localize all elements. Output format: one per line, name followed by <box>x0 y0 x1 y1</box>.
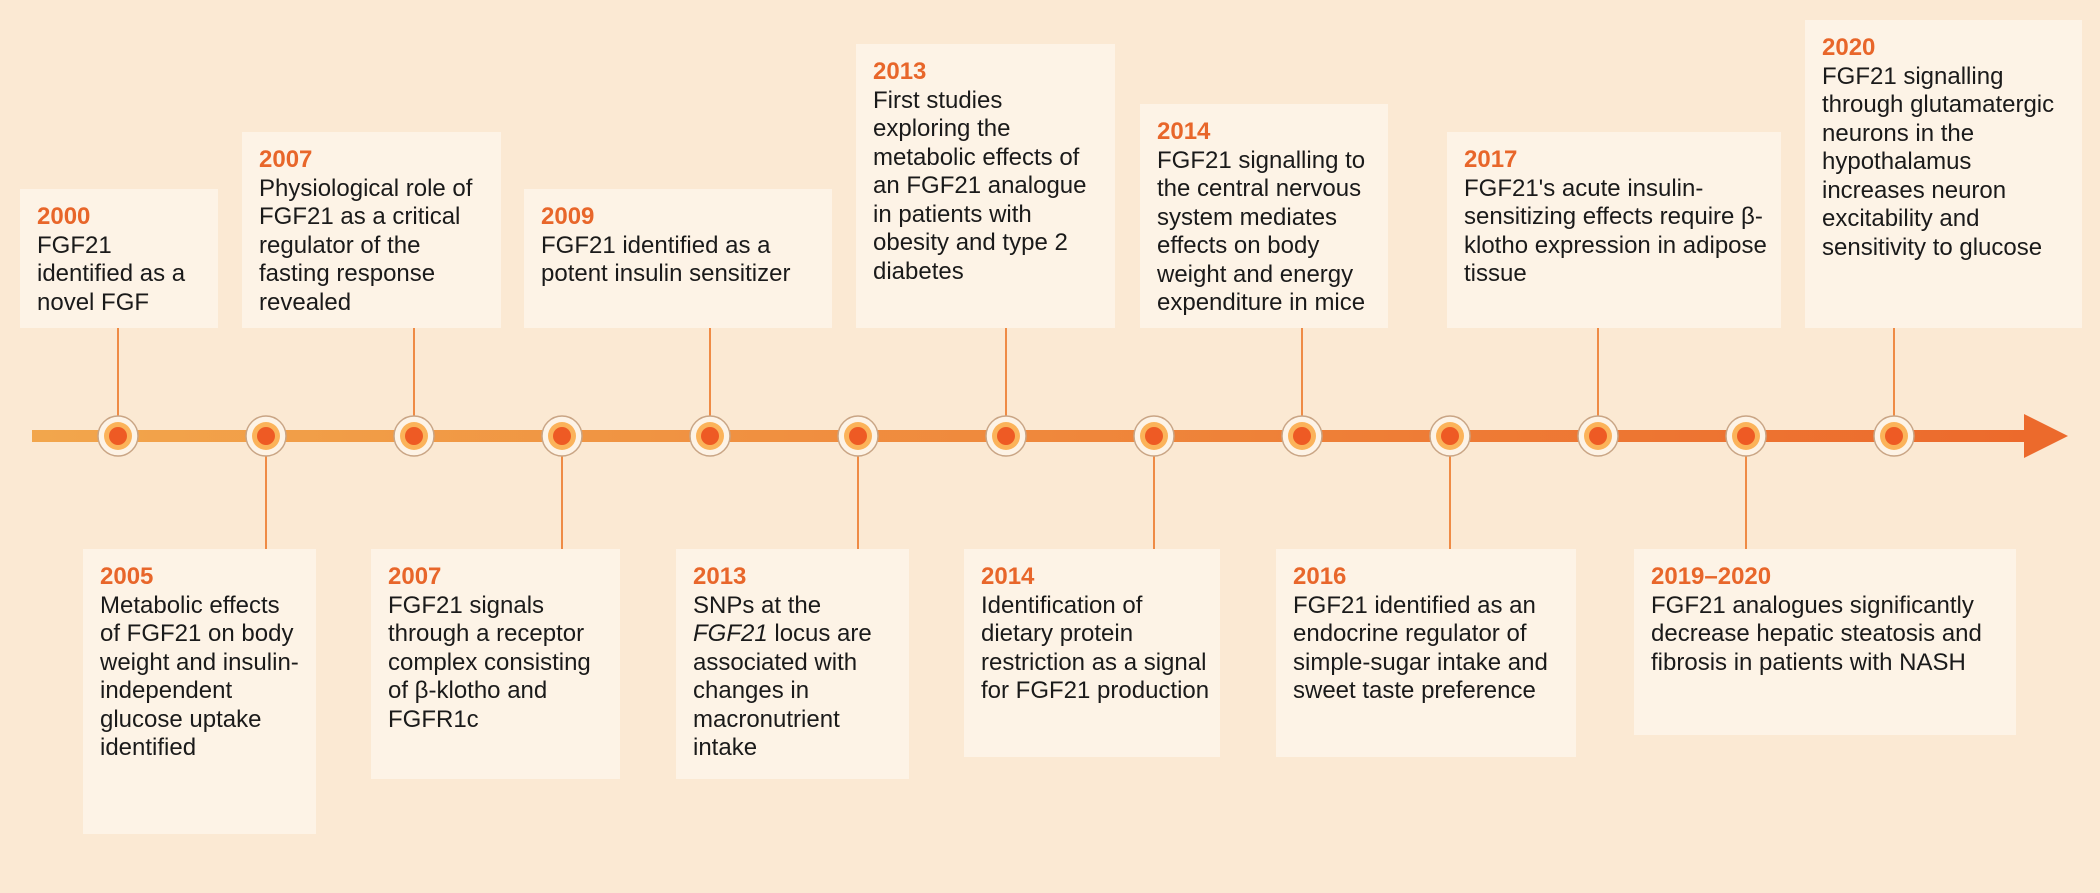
event-year: 2013 <box>693 563 747 590</box>
event-box: 2007 Physiological role of FGF21 as a cri… <box>242 132 501 328</box>
event-description: Metabolic effects of FGF21 on body weigh… <box>100 591 299 762</box>
event-description: FGF21 identified as an endocrine regulat… <box>1293 591 1548 705</box>
event-year: 2005 <box>100 563 154 590</box>
timeline-node <box>837 415 879 457</box>
timeline-node <box>1133 415 1175 457</box>
event-description-part: SNPs at the <box>693 591 822 619</box>
timeline-axis <box>32 414 2068 458</box>
event-description: SNPs at the FGF21 locus are associated w… <box>693 592 899 763</box>
timeline-node <box>1281 415 1323 457</box>
event-box: 2007 FGF21 signals through a receptor com… <box>371 549 620 779</box>
timeline-node <box>985 415 1027 457</box>
event-year: 2014 <box>981 563 1035 590</box>
timeline-node <box>393 415 435 457</box>
event-year: 2017 <box>1464 146 1518 173</box>
event-description: Physiological role of FGF21 as a critica… <box>259 174 473 316</box>
event-description: FGF21 identified as a potent insulin sen… <box>541 231 791 288</box>
event-year: 2020 <box>1822 34 1876 61</box>
event-year: 2016 <box>1293 563 1347 590</box>
event-box: 2013 SNPs at the FGF21 locus are associat… <box>676 549 909 779</box>
timeline-arrowhead <box>2024 414 2068 458</box>
event-description: FGF21 analogues significantly decrease h… <box>1651 591 1982 676</box>
event-year: 2000 <box>37 203 91 230</box>
event-year: 2009 <box>541 203 595 230</box>
timeline-node <box>541 415 583 457</box>
event-box: 2005 Metabolic effects of FGF21 on body w… <box>83 549 316 834</box>
event-box: 2009 FGF21 identified as a potent insulin… <box>524 189 832 328</box>
timeline-nodes <box>97 415 1915 457</box>
timeline-node <box>1577 415 1619 457</box>
event-box: 2016 FGF21 identified as an endocrine reg… <box>1276 549 1576 757</box>
event-description: FGF21's acute insulin-sensitizing effect… <box>1464 174 1767 288</box>
event-year: 2007 <box>388 563 442 590</box>
event-year: 2007 <box>259 146 313 173</box>
timeline-node <box>1429 415 1471 457</box>
gene-name-italic: FGF21 <box>693 620 768 647</box>
event-year: 2014 <box>1157 118 1211 145</box>
event-box: 2000 FGF21 identified as a novel FGF <box>20 189 218 328</box>
event-description: Identification of dietary protein restri… <box>981 591 1210 705</box>
event-box: 2014 FGF21 signalling to the central nerv… <box>1140 104 1388 328</box>
timeline-node <box>245 415 287 457</box>
event-year: 2013 <box>873 58 927 85</box>
event-description-part: locus are associated with changes in mac… <box>693 620 872 761</box>
event-box: 2020 FGF21 signalling through glutamaterg… <box>1805 20 2082 328</box>
event-description: FGF21 identified as a novel FGF <box>37 231 186 316</box>
event-description: FGF21 signalling through glutamatergic n… <box>1822 62 2055 261</box>
event-box: 2017 FGF21's acute insulin-sensitizing ef… <box>1447 132 1781 328</box>
timeline-axis-line <box>32 430 2032 442</box>
event-box: 2013 First studies exploring the metaboli… <box>856 44 1115 328</box>
timeline-node <box>1725 415 1767 457</box>
timeline-node <box>1873 415 1915 457</box>
event-description: FGF21 signals through a receptor complex… <box>388 591 591 733</box>
event-description: FGF21 signalling to the central nervous … <box>1157 146 1366 317</box>
event-description: First studies exploring the metabolic ef… <box>873 86 1087 285</box>
event-box: 2014 Identification of dietary protein re… <box>964 549 1220 757</box>
event-box: 2019–2020 FGF21 analogues significantly d… <box>1634 549 2016 735</box>
event-year: 2019–2020 <box>1651 563 1772 590</box>
timeline-node <box>97 415 139 457</box>
timeline-node <box>689 415 731 457</box>
